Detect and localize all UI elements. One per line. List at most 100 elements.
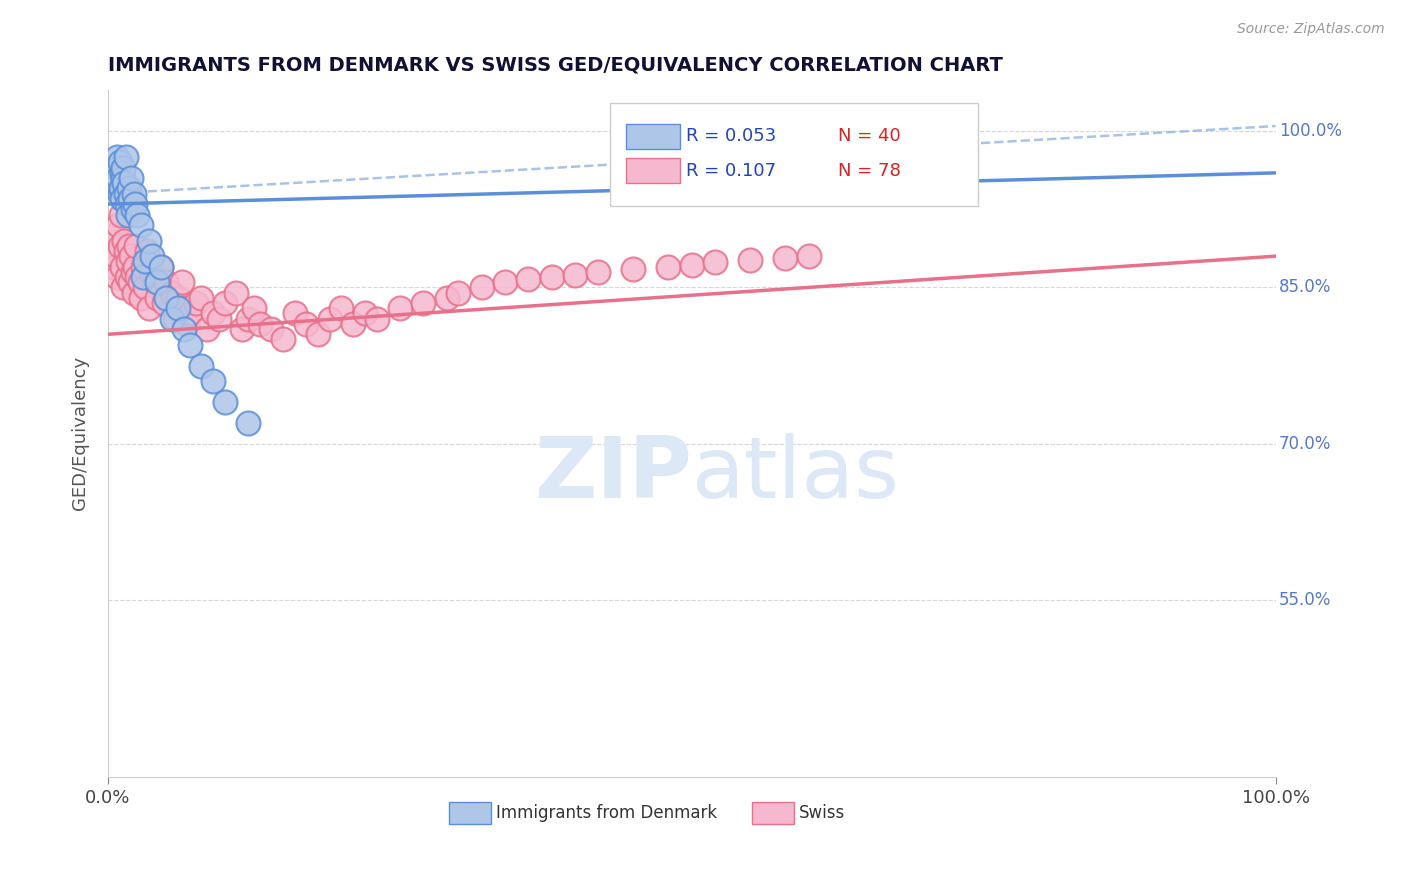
Text: R = 0.053: R = 0.053 [686,128,776,145]
Text: IMMIGRANTS FROM DENMARK VS SWISS GED/EQUIVALENCY CORRELATION CHART: IMMIGRANTS FROM DENMARK VS SWISS GED/EQU… [108,55,1002,74]
FancyBboxPatch shape [627,124,681,149]
Point [107,218,129,232]
Point [214,296,236,310]
Text: ZIP: ZIP [534,433,692,516]
Point [621,261,644,276]
Point [118,239,141,253]
Point [117,208,139,222]
Point [170,275,193,289]
Point [104,228,127,243]
Point [173,301,195,316]
Point [129,291,152,305]
Point [120,171,142,186]
Point [108,239,131,253]
Point [111,166,134,180]
Point [260,322,283,336]
Point [167,291,190,305]
Point [114,150,136,164]
Point [146,291,169,305]
Point [103,260,125,274]
Point [160,311,183,326]
Text: Immigrants from Denmark: Immigrants from Denmark [495,804,717,822]
Point [295,317,318,331]
Point [494,275,516,289]
Point [110,181,132,195]
Point [153,296,176,310]
Point [155,291,177,305]
Point [179,337,201,351]
Point [112,161,135,175]
Point [135,244,157,258]
Point [111,260,134,274]
Point [112,176,135,190]
Point [517,272,540,286]
Point [105,270,128,285]
Point [342,317,364,331]
FancyBboxPatch shape [449,802,491,823]
Point [202,374,225,388]
Point [105,161,128,175]
Point [127,270,149,285]
Point [111,192,134,206]
Point [132,270,155,285]
Point [117,254,139,268]
Text: Source: ZipAtlas.com: Source: ZipAtlas.com [1237,22,1385,37]
Point [471,280,494,294]
Point [114,186,136,201]
Point [115,270,138,285]
Point [128,275,150,289]
Text: N = 40: N = 40 [838,128,900,145]
Text: R = 0.107: R = 0.107 [686,161,776,179]
Point [138,301,160,316]
Point [146,275,169,289]
Point [740,253,762,268]
Point [114,244,136,258]
Point [108,155,131,169]
Point [129,218,152,232]
Point [681,258,703,272]
Point [236,311,259,326]
Point [112,280,135,294]
Point [176,317,198,331]
Point [163,311,186,326]
Point [115,197,138,211]
Point [127,208,149,222]
Point [160,285,183,300]
Point [231,322,253,336]
Point [143,275,166,289]
Point [447,285,470,300]
Point [112,171,135,186]
Point [243,301,266,316]
Point [271,333,294,347]
Point [105,249,128,263]
Point [436,291,458,305]
Point [284,306,307,320]
Y-axis label: GED/Equivalency: GED/Equivalency [72,356,89,510]
Point [122,186,145,201]
Text: 55.0%: 55.0% [1279,591,1331,608]
Point [149,260,172,274]
Point [353,306,375,320]
Point [118,181,141,195]
FancyBboxPatch shape [610,103,977,206]
Point [124,260,146,274]
Point [208,311,231,326]
Point [412,296,434,310]
Point [249,317,271,331]
Point [184,296,207,310]
Point [110,208,132,222]
Point [225,285,247,300]
Point [195,322,218,336]
Point [319,311,342,326]
Point [120,249,142,263]
Point [155,275,177,289]
Point [173,322,195,336]
Point [141,249,163,263]
Point [120,275,142,289]
Point [214,395,236,409]
Point [167,301,190,316]
Point [704,255,727,269]
Point [125,239,148,253]
Text: Swiss: Swiss [799,804,845,822]
Point [190,359,212,373]
